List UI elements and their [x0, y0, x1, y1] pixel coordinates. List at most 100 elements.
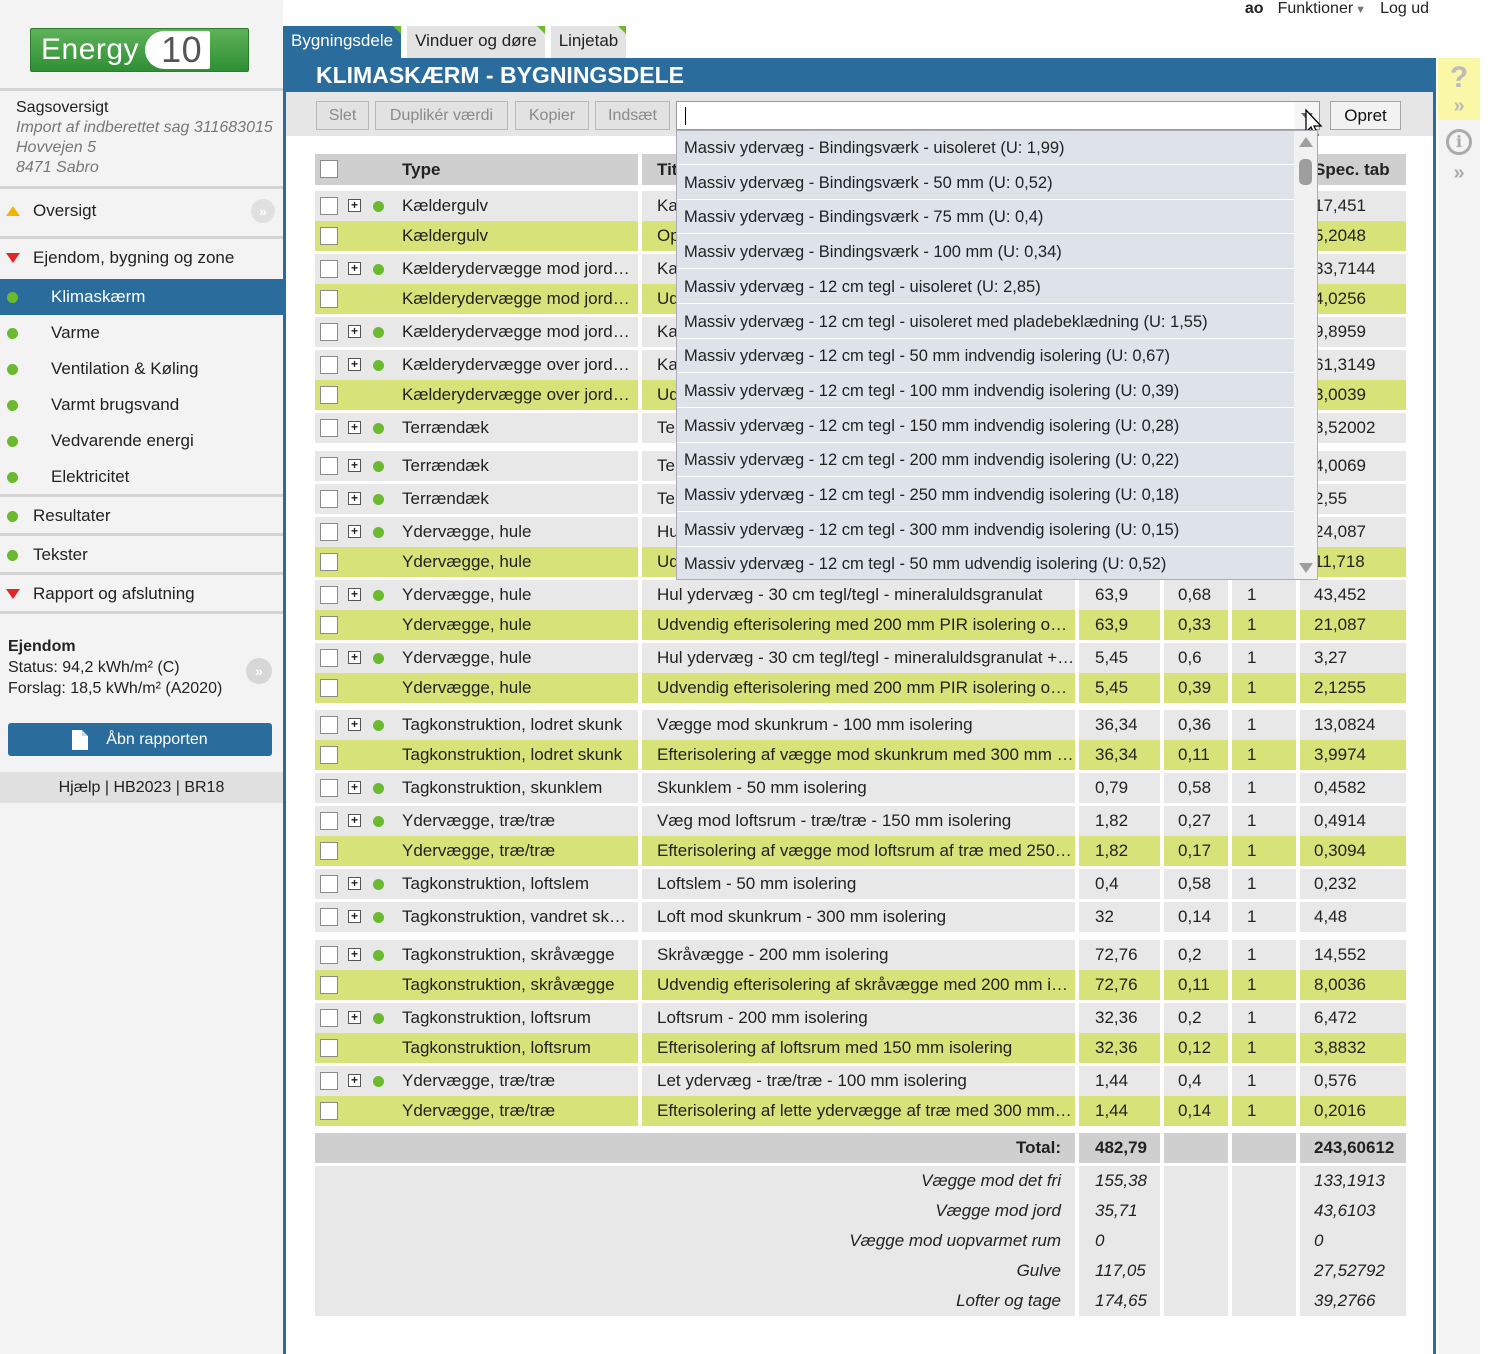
expand-plus-icon[interactable]: +	[348, 877, 361, 890]
count-cell[interactable]: 1	[1232, 902, 1296, 932]
area-cell[interactable]: 72,76	[1079, 970, 1160, 1000]
scroll-thumb[interactable]	[1299, 159, 1312, 185]
row-checkbox[interactable]	[320, 457, 338, 475]
u-value-cell[interactable]: 0,36	[1164, 710, 1228, 740]
count-cell[interactable]: 1	[1232, 1096, 1296, 1126]
u-value-cell[interactable]: 0,39	[1164, 673, 1228, 703]
copy-button[interactable]: Kopier	[515, 101, 589, 130]
row-checkbox[interactable]	[320, 523, 338, 541]
nav-item-varme[interactable]: Varme	[0, 315, 283, 351]
u-value-cell[interactable]: 0,33	[1164, 610, 1228, 640]
info-icon[interactable]: i	[1446, 129, 1472, 155]
table-row[interactable]: + Tagkonstruktion, lodret skunk Vægge mod …	[315, 710, 1406, 740]
area-cell[interactable]: 1,44	[1079, 1096, 1160, 1126]
table-row[interactable]: + Tagkonstruktion, loftslem Loftslem - 50 …	[315, 869, 1406, 899]
row-checkbox[interactable]	[320, 1072, 338, 1090]
title-cell[interactable]: Efterisolering af vægge mod loftsrum af …	[642, 836, 1075, 866]
title-cell[interactable]: Loftslem - 50 mm isolering	[642, 869, 1075, 899]
energy10-logo[interactable]: Energy 10	[30, 28, 249, 72]
row-checkbox[interactable]	[320, 1009, 338, 1027]
scroll-down-icon[interactable]	[1299, 563, 1313, 573]
nav-ejendom[interactable]: Ejendom, bygning og zone	[0, 240, 283, 276]
dropdown-option[interactable]: Massiv ydervæg - 12 cm tegl - uisoleret …	[677, 270, 1295, 304]
table-row[interactable]: + Ydervægge, hule Hul ydervæg - 30 cm tegl…	[315, 643, 1406, 673]
duplicate-value-button[interactable]: Duplikér værdi	[375, 101, 508, 130]
count-cell[interactable]: 1	[1232, 740, 1296, 770]
title-cell[interactable]: Vægge mod skunkrum - 100 mm isolering	[642, 710, 1075, 740]
nav-item-varmt-brugsvand[interactable]: Varmt brugsvand	[0, 387, 283, 423]
table-row[interactable]: + Tagkonstruktion, skunklem Skunklem - 50 …	[315, 773, 1406, 803]
u-value-cell[interactable]: 0,11	[1164, 970, 1228, 1000]
dropdown-option[interactable]: Massiv ydervæg - 12 cm tegl - 250 mm ind…	[677, 478, 1295, 512]
nav-item-ventilation[interactable]: Ventilation & Køling	[0, 351, 283, 387]
dropdown-option[interactable]: Massiv ydervæg - 12 cm tegl - 50 mm indv…	[677, 339, 1295, 374]
title-cell[interactable]: Udvendig efterisolering med 200 mm PIR i…	[642, 610, 1075, 640]
row-checkbox[interactable]	[320, 946, 338, 964]
area-cell[interactable]: 1,44	[1079, 1066, 1160, 1096]
table-row[interactable]: Tagkonstruktion, lodret skunk Efterisoler…	[315, 740, 1406, 770]
row-checkbox[interactable]	[320, 812, 338, 830]
expand-plus-icon[interactable]: +	[348, 718, 361, 731]
area-cell[interactable]: 36,34	[1079, 740, 1160, 770]
expand-plus-icon[interactable]: +	[348, 948, 361, 961]
row-checkbox[interactable]	[320, 779, 338, 797]
double-chevron-icon[interactable]: »	[251, 199, 275, 223]
expand-plus-icon[interactable]: +	[348, 459, 361, 472]
table-row[interactable]: + Ydervægge, hule Hul ydervæg - 30 cm tegl…	[315, 580, 1406, 610]
tab-linjetab[interactable]: Linjetab	[550, 26, 627, 58]
u-value-cell[interactable]: 0,58	[1164, 773, 1228, 803]
u-value-cell[interactable]: 0,4	[1164, 1066, 1228, 1096]
table-row[interactable]: + Ydervægge, træ/træ Let ydervæg - træ/træ…	[315, 1066, 1406, 1096]
tab-bygningsdele[interactable]: Bygningsdele	[283, 26, 402, 58]
row-checkbox[interactable]	[320, 976, 338, 994]
dropdown-option[interactable]: Massiv ydervæg - 12 cm tegl - uisoleret …	[677, 305, 1295, 339]
row-checkbox[interactable]	[320, 490, 338, 508]
expand-plus-icon[interactable]: +	[348, 262, 361, 275]
title-cell[interactable]: Loftsrum - 200 mm isolering	[642, 1003, 1075, 1033]
tab-vinduer-og-doere[interactable]: Vinduer og døre	[407, 26, 545, 58]
title-cell[interactable]: Skunklem - 50 mm isolering	[642, 773, 1075, 803]
functions-menu[interactable]: Funktioner ▼	[1278, 0, 1366, 18]
expand-plus-icon[interactable]: +	[348, 651, 361, 664]
count-cell[interactable]: 1	[1232, 673, 1296, 703]
dropdown-option[interactable]: Massiv ydervæg - Bindingsværk - 50 mm (U…	[677, 166, 1295, 200]
table-row[interactable]: Tagkonstruktion, skråvægge Udvendig efter…	[315, 970, 1406, 1000]
expand-plus-icon[interactable]: +	[348, 814, 361, 827]
expand-plus-icon[interactable]: +	[348, 525, 361, 538]
table-row[interactable]: + Ydervægge, træ/træ Væg mod loftsrum - tr…	[315, 806, 1406, 836]
dropdown-option[interactable]: Massiv ydervæg - 12 cm tegl - 300 mm ind…	[677, 513, 1295, 547]
u-value-cell[interactable]: 0,68	[1164, 580, 1228, 610]
count-cell[interactable]: 1	[1232, 836, 1296, 866]
title-cell[interactable]: Efterisolering af loftsrum med 150 mm is…	[642, 1033, 1075, 1063]
row-checkbox[interactable]	[320, 908, 338, 926]
dropdown-option[interactable]: Massiv ydervæg - Bindingsværk - 100 mm (…	[677, 235, 1295, 270]
building-part-select[interactable]	[676, 101, 1320, 130]
nav-resultater[interactable]: Resultater	[0, 498, 283, 534]
nav-tekster[interactable]: Tekster	[0, 537, 283, 573]
count-cell[interactable]: 1	[1232, 643, 1296, 673]
row-checkbox[interactable]	[320, 875, 338, 893]
row-checkbox[interactable]	[320, 290, 338, 308]
count-cell[interactable]: 1	[1232, 970, 1296, 1000]
row-checkbox[interactable]	[320, 586, 338, 604]
row-checkbox[interactable]	[320, 260, 338, 278]
row-checkbox[interactable]	[320, 227, 338, 245]
area-cell[interactable]: 5,45	[1079, 673, 1160, 703]
u-value-cell[interactable]: 0,12	[1164, 1033, 1228, 1063]
count-cell[interactable]: 1	[1232, 806, 1296, 836]
row-checkbox[interactable]	[320, 197, 338, 215]
title-cell[interactable]: Efterisolering af vægge mod skunkrum med…	[642, 740, 1075, 770]
table-row[interactable]: + Tagkonstruktion, loftsrum Loftsrum - 200…	[315, 1003, 1406, 1033]
area-cell[interactable]: 32,36	[1079, 1033, 1160, 1063]
row-checkbox[interactable]	[320, 1039, 338, 1057]
scroll-up-icon[interactable]	[1299, 137, 1313, 147]
title-cell[interactable]: Efterisolering af lette ydervægge af træ…	[642, 1096, 1075, 1126]
paste-button[interactable]: Indsæt	[595, 101, 670, 130]
dropdown-option[interactable]: Massiv ydervæg - 12 cm tegl - 100 mm ind…	[677, 374, 1295, 408]
dropdown-scrollbar[interactable]	[1294, 131, 1317, 579]
u-value-cell[interactable]: 0,2	[1164, 940, 1228, 970]
nav-rapport[interactable]: Rapport og afslutning	[0, 576, 283, 612]
dropdown-option[interactable]: Massiv ydervæg - 12 cm tegl - 50 mm udve…	[677, 547, 1295, 579]
expand-plus-icon[interactable]: +	[348, 910, 361, 923]
double-chevron-icon[interactable]: »	[246, 658, 272, 684]
